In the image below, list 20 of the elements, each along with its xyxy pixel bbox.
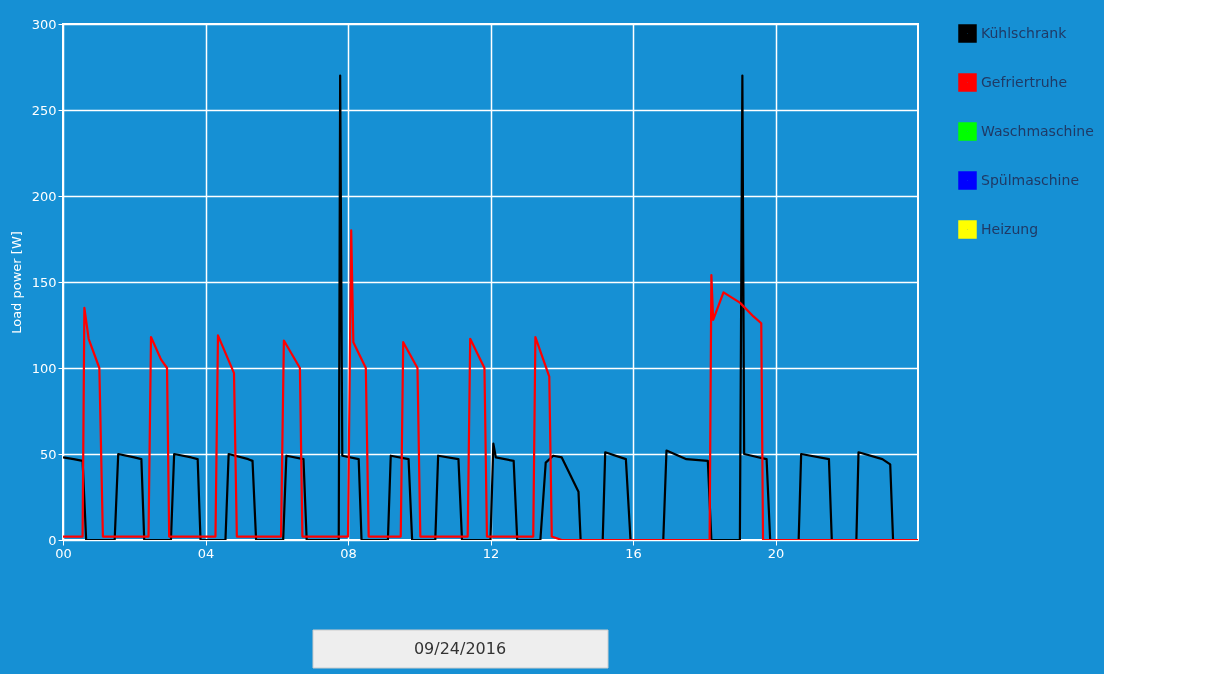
y-axis-title: Load power [W] [8, 231, 24, 334]
legend-label: Heizung [981, 220, 1039, 237]
x-tick-label: 08 [340, 545, 357, 561]
x-tick-label: 20 [767, 545, 785, 561]
legend-label: Waschmaschine [981, 122, 1094, 139]
y-tick-label: 0 [48, 532, 57, 548]
x-tick-label: 16 [625, 545, 642, 561]
x-tick-label: 04 [197, 545, 215, 561]
y-tick-label: 100 [31, 360, 57, 376]
y-tick-label: 300 [31, 16, 57, 32]
text: 09/24/2016 [413, 639, 507, 658]
y-tick-label: 150 [31, 274, 57, 290]
legend-label: Spülmaschine [981, 171, 1079, 188]
y-tick-label: 50 [39, 446, 57, 462]
x-tick-label: 12 [482, 545, 500, 561]
y-tick-label: 250 [31, 102, 57, 118]
legend-label: Kühlschrank [981, 24, 1068, 41]
y-tick-label: 200 [31, 188, 57, 204]
x-tick-label: 00 [55, 545, 72, 561]
legend-label: Gefriertruhe [981, 73, 1068, 90]
